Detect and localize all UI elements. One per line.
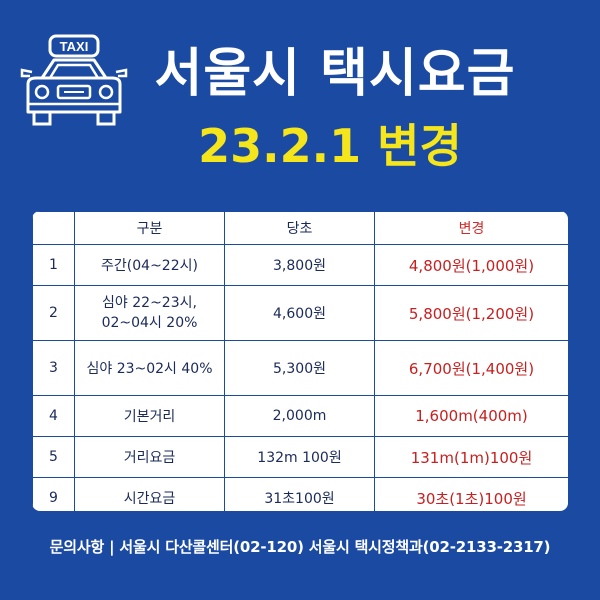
row-after: 4,800원(1,000원) (374, 244, 568, 286)
row-after: 30초(1초)100원 (374, 477, 568, 511)
row-before: 3,800원 (224, 244, 375, 286)
row-category-line: 02~04시 20% (101, 315, 198, 331)
row-after: 131m(1m)100원 (374, 436, 568, 478)
row-category: 거리요금 (74, 436, 225, 478)
table-row: 1 주간(04~22시) 3,800원 4,800원(1,000원) (32, 244, 568, 286)
row-category-line: 심야 22~23시, (102, 295, 197, 311)
row-before: 5,300원 (224, 340, 375, 396)
row-before: 31초100원 (224, 477, 375, 511)
header-before: 당초 (224, 211, 375, 245)
row-category: 심야 22~23시, 02~04시 20% (74, 285, 225, 341)
row-before: 2,000m (224, 395, 375, 437)
row-number: 4 (32, 395, 75, 437)
table-row: 3 심야 23~02시 40% 5,300원 6,700원(1,400원) (32, 340, 568, 396)
row-category: 주간(04~22시) (74, 244, 225, 286)
header-after: 변경 (374, 211, 568, 245)
row-category: 기본거리 (74, 395, 225, 437)
row-number: 3 (32, 340, 75, 396)
row-before: 132m 100원 (224, 436, 375, 478)
table-header-row: 구분 당초 변경 (32, 211, 568, 245)
header-no (32, 211, 75, 245)
row-number: 1 (32, 244, 75, 286)
taxi-car-icon: TAXI (20, 34, 128, 126)
contact-footer: 문의사항 | 서울시 다산콜센터(02-120) 서울시 택시정책과(02-21… (49, 538, 551, 556)
fare-table: 구분 당초 변경 1 주간(04~22시) 3,800원 4,800원(1,00… (32, 211, 568, 511)
row-category: 심야 23~02시 40% (74, 340, 225, 396)
effective-date-heading: 23.2.1 변경 (198, 119, 462, 173)
row-number: 9 (32, 477, 75, 511)
row-category: 시간요금 (74, 477, 225, 511)
row-number: 5 (32, 436, 75, 478)
taxi-sign-text: TAXI (60, 39, 89, 54)
row-number: 2 (32, 285, 75, 341)
header-category: 구분 (74, 211, 225, 245)
table-row: 5 거리요금 132m 100원 131m(1m)100원 (32, 436, 568, 478)
table-row: 2 심야 22~23시, 02~04시 20% 4,600원 5,800원(1,… (32, 285, 568, 341)
table-row: 9 시간요금 31초100원 30초(1초)100원 (32, 477, 568, 511)
table-row: 4 기본거리 2,000m 1,600m(400m) (32, 395, 568, 437)
row-before: 4,600원 (224, 285, 375, 341)
row-after: 5,800원(1,200원) (374, 285, 568, 341)
page-title: 서울시 택시요금 (154, 44, 516, 104)
row-after: 1,600m(400m) (374, 395, 568, 437)
row-after: 6,700원(1,400원) (374, 340, 568, 396)
